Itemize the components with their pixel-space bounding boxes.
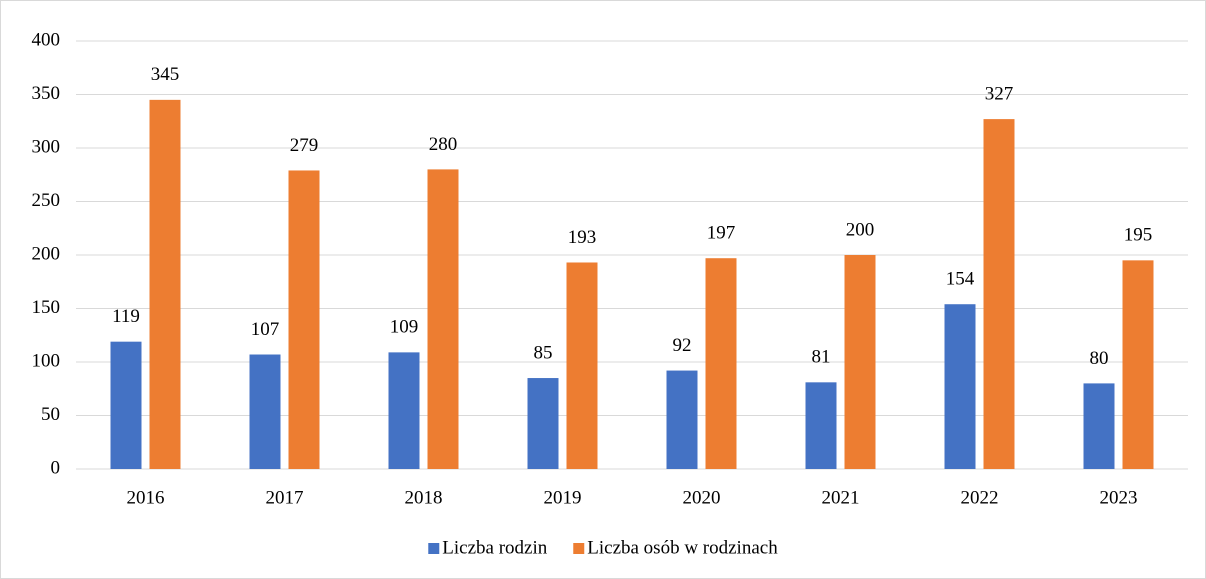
- bar: [844, 255, 876, 469]
- legend-swatch: [573, 543, 585, 554]
- legend-swatch: [428, 543, 440, 554]
- legend-label: Liczba osób w rodzinach: [587, 537, 778, 558]
- x-tick-label: 2021: [822, 487, 860, 508]
- bar: [1122, 260, 1154, 469]
- data-label: 85: [534, 342, 553, 363]
- data-label: 327: [985, 83, 1014, 104]
- y-tick-label: 250: [32, 190, 61, 211]
- bar: [427, 169, 459, 469]
- y-tick-label: 350: [32, 83, 61, 104]
- data-label: 345: [151, 64, 180, 85]
- data-label: 80: [1090, 348, 1109, 369]
- data-label: 200: [846, 219, 875, 240]
- bar: [110, 341, 142, 469]
- y-tick-label: 0: [51, 457, 61, 478]
- bar: [249, 354, 281, 469]
- bar: [666, 370, 698, 469]
- data-label: 107: [251, 319, 280, 340]
- data-label: 193: [568, 227, 597, 248]
- bar: [527, 378, 559, 469]
- data-label: 154: [946, 269, 975, 290]
- x-tick-label: 2018: [405, 487, 443, 508]
- data-label: 109: [390, 317, 419, 338]
- x-tick-label: 2017: [266, 487, 304, 508]
- legend-label: Liczba rodzin: [442, 537, 547, 558]
- x-tick-label: 2023: [1100, 487, 1138, 508]
- bar: [288, 170, 320, 469]
- bar: [1083, 383, 1115, 469]
- data-label: 81: [812, 347, 831, 368]
- x-tick-label: 2020: [683, 487, 721, 508]
- y-tick-label: 50: [41, 404, 60, 425]
- data-label: 195: [1124, 225, 1153, 246]
- y-tick-label: 100: [32, 350, 61, 371]
- data-label: 119: [112, 306, 140, 327]
- y-tick-label: 150: [32, 297, 61, 318]
- bar: [805, 382, 837, 469]
- bar: [705, 258, 737, 469]
- bar: [944, 304, 976, 469]
- x-tick-label: 2019: [544, 487, 582, 508]
- y-tick-label: 300: [32, 136, 61, 157]
- data-label: 280: [429, 134, 458, 155]
- data-label: 92: [673, 335, 692, 356]
- bar: [983, 119, 1015, 470]
- x-tick-label: 2016: [127, 487, 165, 508]
- bar: [149, 99, 181, 469]
- bar: [566, 262, 598, 469]
- y-tick-label: 200: [32, 243, 61, 264]
- x-tick-label: 2022: [961, 487, 999, 508]
- bar: [388, 352, 420, 469]
- y-tick-label: 400: [32, 29, 61, 50]
- data-label: 197: [707, 223, 736, 244]
- data-label: 279: [290, 135, 319, 156]
